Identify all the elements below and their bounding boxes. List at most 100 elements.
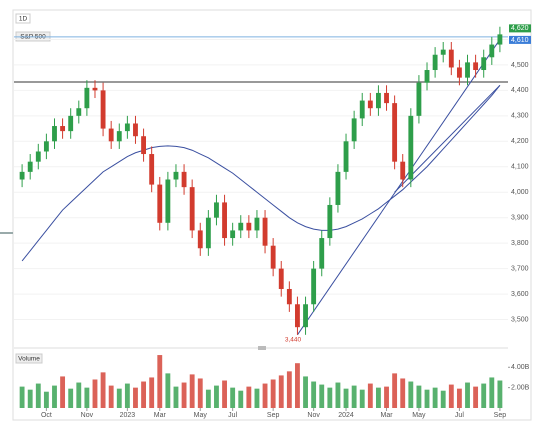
y-tick-label: 4,200 — [511, 138, 529, 145]
y-tick-label: 3,500 — [511, 316, 529, 323]
candle-body — [497, 34, 503, 45]
volume-bar — [27, 389, 33, 408]
volume-bar — [286, 371, 292, 408]
volume-bar — [440, 390, 446, 408]
volume-bar — [392, 373, 398, 408]
x-tick-label: Sep — [494, 412, 507, 419]
volume-bar — [205, 389, 211, 408]
volume-bar — [319, 384, 325, 408]
volume-bar — [432, 387, 438, 408]
candle-body — [100, 90, 106, 129]
x-tick-label: 2023 — [120, 412, 136, 419]
candle-body — [149, 154, 155, 185]
candle-body — [465, 62, 470, 78]
volume-bar — [141, 381, 147, 408]
x-tick-label: Mar — [154, 412, 167, 419]
volume-bar — [214, 385, 219, 408]
x-tick-label: May — [412, 412, 426, 419]
pane-handle — [258, 346, 266, 350]
candle-body — [295, 304, 300, 328]
candle-body — [286, 288, 292, 305]
volume-bar — [416, 385, 422, 408]
candle-body — [327, 204, 333, 239]
volume-bar — [197, 378, 203, 408]
x-tick-label: Oct — [41, 412, 52, 419]
candle-body — [416, 82, 422, 116]
interval-box[interactable] — [15, 13, 31, 24]
candle-body — [254, 217, 260, 231]
volume-bar — [60, 376, 66, 408]
x-tick-label: May — [194, 412, 208, 419]
volume-bar — [473, 386, 479, 408]
volume-bar — [157, 355, 163, 408]
volume-bar — [375, 387, 381, 408]
candle-body — [108, 128, 114, 142]
x-tick-label: Sep — [267, 412, 280, 419]
candle-body — [189, 187, 195, 231]
candle-body — [311, 268, 317, 305]
volume-bar — [149, 377, 155, 408]
candle-body — [440, 49, 446, 55]
volume-bar — [35, 383, 41, 408]
volume-bar — [465, 382, 470, 408]
volume-bar — [400, 378, 406, 408]
candle-body — [424, 70, 430, 83]
candle-body — [432, 54, 438, 71]
candle-body — [19, 171, 25, 180]
volume-bar — [238, 390, 244, 408]
candle-body — [262, 217, 268, 246]
volume-bar — [408, 381, 414, 408]
volume-bar — [278, 375, 284, 408]
candle-body — [52, 126, 57, 142]
y-tick-label: 4,400 — [511, 87, 529, 94]
price-label-box — [509, 35, 531, 44]
candle-body — [230, 230, 236, 239]
volume-bar — [351, 385, 357, 408]
candle-body — [319, 238, 325, 269]
volume-bar — [133, 387, 138, 408]
volume-bar — [173, 386, 179, 408]
candle-body — [473, 62, 479, 71]
candle-body — [359, 100, 365, 119]
candle-body — [351, 118, 357, 142]
x-tick-label: Jul — [455, 412, 464, 419]
volume-bar — [295, 363, 300, 408]
volume-bar — [343, 388, 349, 408]
candle-body — [456, 67, 462, 78]
candle-body — [92, 87, 98, 91]
interval: 1D — [19, 16, 28, 23]
volume-bar — [222, 380, 227, 408]
price-label: 4,620 — [511, 25, 529, 32]
volume-bar — [335, 382, 341, 408]
frame — [12, 9, 532, 421]
volume-bar — [254, 388, 260, 408]
price-label-box — [509, 24, 531, 33]
candle-body — [205, 217, 211, 249]
candle-body — [489, 44, 495, 58]
y-tick-label: 3,900 — [511, 215, 529, 222]
candle-body — [43, 141, 49, 152]
candle-body — [303, 304, 308, 328]
volume-bar — [52, 385, 57, 408]
volume-bar — [424, 389, 430, 408]
volume-bar — [92, 379, 98, 408]
volume-bar — [367, 383, 373, 408]
y-tick-label: 4,100 — [511, 164, 529, 171]
volume-bar — [327, 387, 333, 408]
candle-body — [165, 179, 171, 223]
volume-bar — [270, 379, 276, 408]
candle-body — [278, 268, 284, 289]
low-label: 3,440 — [285, 337, 302, 344]
volume-bar — [311, 381, 317, 408]
x-tick-label: Nov — [81, 412, 94, 419]
candle-body — [343, 141, 349, 172]
candle-body — [116, 131, 122, 142]
volume-bar — [68, 388, 74, 408]
candle-body — [384, 92, 389, 104]
volume-title: Volume — [18, 356, 40, 363]
volume-bar — [303, 376, 308, 408]
candle-body — [270, 245, 276, 269]
candle-body — [133, 123, 138, 137]
volume-bar — [124, 383, 130, 408]
